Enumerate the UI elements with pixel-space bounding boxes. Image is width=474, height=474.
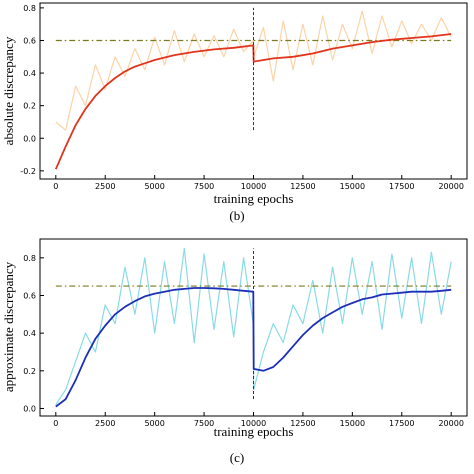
y-tick-label: 0.2: [23, 102, 36, 111]
x-tick-label: 5000: [144, 182, 164, 191]
x-axis-label-b: training epochs: [214, 191, 294, 206]
x-tick-label: 20000: [438, 419, 463, 428]
y-tick-label: 0.4: [23, 69, 36, 78]
x-ticks-c: 0 2500 5000 7500 10000 12500 15000 17500 20000: [53, 412, 464, 428]
y-tick-label: 0.6: [23, 36, 36, 45]
y-tick-label: 0.4: [23, 329, 36, 338]
panel-caption-b: (b): [229, 208, 244, 223]
smoothed-series-line-c: [55, 287, 452, 408]
x-tick-label: 0: [53, 182, 58, 191]
smoothed-series-layer-b: [54, 33, 452, 170]
y-tick-label: 0.8: [23, 4, 36, 13]
y-tick-label: 0.0: [23, 404, 36, 413]
x-tick-label: 17500: [389, 419, 414, 428]
smoothed-series-line-b: [54, 33, 452, 170]
x-tick-label: 5000: [144, 419, 164, 428]
smoothed-series-layer-c: [55, 287, 452, 408]
x-tick-label: 0: [53, 419, 58, 428]
panel-caption-c: (c): [230, 450, 244, 465]
y-axis-label-b: absolute discrepancy: [1, 36, 16, 145]
x-tick-label: 17500: [389, 182, 414, 191]
x-tick-label: 7500: [194, 419, 214, 428]
x-tick-label: 2500: [95, 182, 115, 191]
x-tick-label: 15000: [340, 419, 365, 428]
y-tick-label: 0.0: [23, 134, 36, 143]
y-axis-label-c: approximate discrepancy: [1, 261, 16, 392]
y-tick-label: 0.2: [23, 367, 36, 376]
x-tick-label: 12500: [290, 419, 315, 428]
x-tick-label: 10000: [241, 419, 266, 428]
x-ticks-b: 0 2500 5000 7500 10000 12500 15000 17500 20000: [53, 175, 464, 191]
x-axis-label-c: training epochs: [214, 424, 294, 439]
y-tick-label: 0.6: [23, 291, 36, 300]
x-tick-label: 20000: [438, 182, 463, 191]
x-tick-label: 15000: [340, 182, 365, 191]
x-tick-label: 2500: [95, 419, 115, 428]
chart-panel-b: 0 2500 5000 7500 10000 12500 15000 17500 20000 -…: [1, 2, 468, 223]
y-tick-label: -0.2: [20, 167, 36, 176]
y-tick-label: 0.8: [23, 254, 36, 263]
x-tick-label: 12500: [290, 182, 315, 191]
y-ticks-b: -0.2 0.0 0.2 0.4 0.6 0.8: [20, 4, 44, 176]
x-tick-label: 10000: [241, 182, 266, 191]
y-ticks-c: 0.0 0.2 0.4 0.6 0.8: [23, 254, 44, 413]
chart-panel-c: 0 2500 5000 7500 10000 12500 15000 17500 20000 0…: [1, 238, 468, 465]
x-tick-label: 7500: [194, 182, 214, 191]
